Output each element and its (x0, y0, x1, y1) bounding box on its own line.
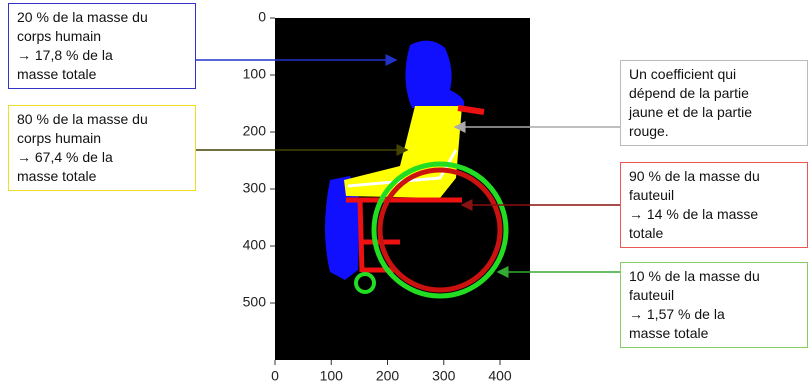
x-tick-label: 400 (488, 368, 512, 384)
y-axis: 0 100 200 300 400 500 (243, 9, 275, 310)
y-tick-label: 200 (243, 123, 267, 139)
annotation-line: fauteuil (629, 186, 799, 205)
y-tick-label: 400 (243, 237, 267, 253)
x-tick-label: 300 (432, 368, 456, 384)
annotation-line: 90 % de la masse du (629, 167, 799, 186)
y-tick-label: 300 (243, 180, 267, 196)
annotation-line: fauteuil (629, 286, 799, 305)
annotation-line: dépend de la partie (629, 84, 799, 103)
x-tick-label: 200 (376, 368, 400, 384)
x-tick-label: 0 (271, 368, 279, 384)
annotation-line: 10 % de la masse du (629, 267, 799, 286)
annotation-line: corps humain (17, 27, 187, 46)
y-tick-label: 100 (243, 66, 267, 82)
x-axis: 0 100 200 300 400 (271, 360, 512, 384)
annotation-line: rouge. (629, 122, 799, 141)
annotation-line: → 17,8 % de la (17, 46, 187, 65)
figure: 0 100 200 300 400 500 0 100 200 300 400 20 % de l… (0, 0, 809, 387)
annotation-line: Un coefficient qui (629, 65, 799, 84)
annotation-line: 20 % de la masse du (17, 8, 187, 27)
annotation-line: totale (629, 224, 799, 243)
y-tick-label: 0 (258, 9, 266, 25)
annotation-line: → 1,57 % de la (629, 305, 799, 324)
x-tick-label: 100 (320, 368, 344, 384)
annotation-line: → 67,4 % de la (17, 148, 187, 167)
annotation-line: masse totale (17, 167, 187, 186)
annotation-line: → 14 % de la masse (629, 205, 799, 224)
annotation-line: masse totale (629, 324, 799, 343)
y-tick-label: 500 (243, 294, 267, 310)
annotation-line: corps humain (17, 129, 187, 148)
annotation-line: jaune et de la partie (629, 103, 799, 122)
annotation-line: masse totale (17, 65, 187, 84)
annotation-line: 80 % de la masse du (17, 110, 187, 129)
